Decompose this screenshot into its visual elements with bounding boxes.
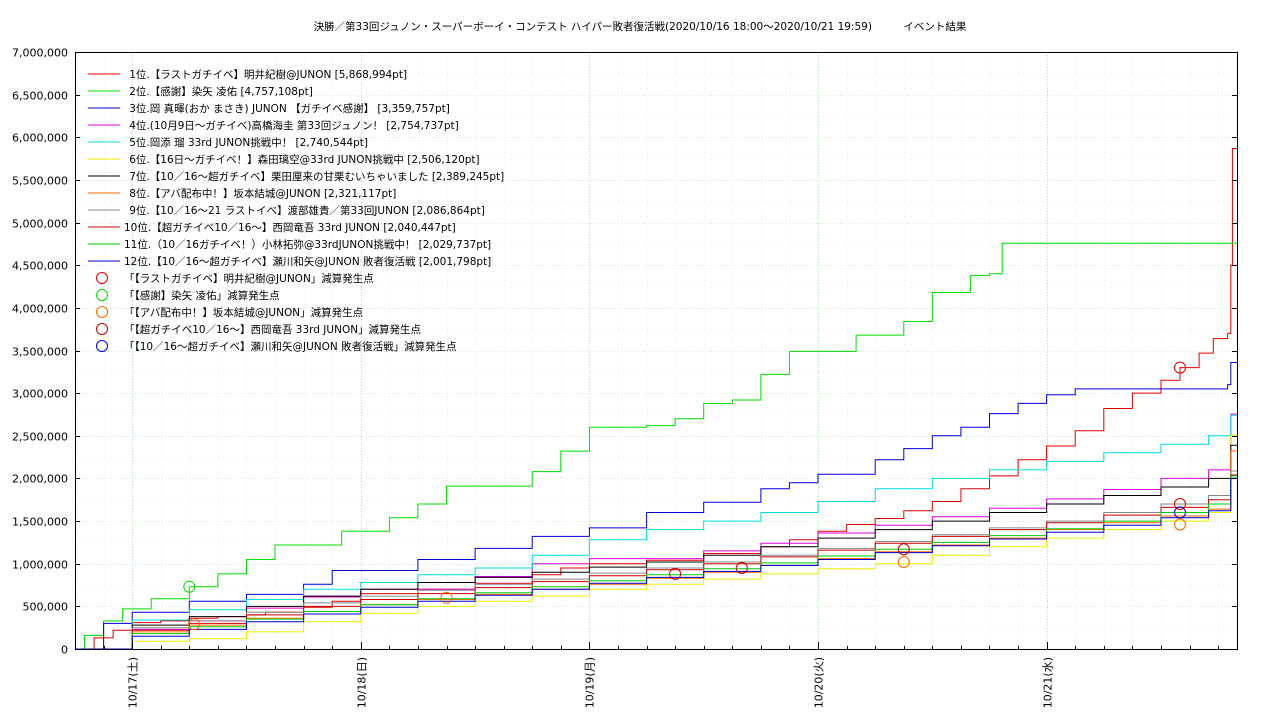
x-tick-label: 10/21(水) [1042, 657, 1055, 708]
y-tick-label: 4,500,000 [12, 260, 68, 273]
legend-label: 8位.【アバ配布中！】坂本結城@JUNON [2,321,117pt] [124, 187, 396, 200]
marker-layer [183, 361, 1186, 631]
y-tick-label: 500,000 [23, 601, 69, 614]
decrease-marker-2 [183, 580, 196, 593]
decrease-marker-4 [897, 543, 910, 556]
grid-lines [75, 52, 1237, 649]
legend-marker-label: 「【アバ配布中！】坂本結城@JUNON」減算発生点 [124, 306, 363, 319]
legend-label: 9位.【10／16〜21 ラストイベ】渡部雄貴／第33回JUNON [2,086… [124, 204, 485, 217]
y-tick-label: 5,500,000 [12, 175, 68, 188]
decrease-marker-3 [897, 556, 910, 568]
legend-marker-swatch [96, 272, 108, 284]
legend-label: 2位.【感謝】染矢 凌佑 [4,757,108pt] [124, 85, 313, 98]
legend-marker-swatch [96, 306, 108, 318]
legend-label: 12位.【10／16〜超ガチイベ】瀬川和矢@JUNON 敗者復活戦 [2,001… [124, 255, 491, 268]
chart-title: 決勝／第33回ジュノン・スーパーボーイ・コンテスト ハイパー敗者復活戦(2020… [313, 21, 967, 33]
legend-marker-swatch [96, 289, 108, 301]
legend-label: 11位.（10／16ガチイベ！）小林拓弥@33rdJUNON挑戦中！ [2,02… [124, 238, 491, 251]
legend-marker-swatch [96, 323, 108, 335]
legend-label: 10位.【超ガチイベ10／16〜】西岡竜吾 33rd JUNON [2,040,… [124, 221, 456, 234]
x-axis: 10/17(土) 10/18(日) 10/19(月) 10/20(火) 10/21(水) [75, 642, 1219, 708]
legend-label: 7位.【10／16〜超ガチイベ】栗田厘来の甘栗むいちゃいました [2,389,2… [124, 170, 504, 183]
legend-label: 4位.(10月9日〜ガチイベ)高橋海圭 第33回ジュノン！ [2,754,737… [124, 119, 459, 132]
legend-marker-label: 「【感謝】染矢 凌佑」減算発生点 [124, 289, 280, 302]
y-tick-label: 5,000,000 [12, 218, 68, 231]
legend-label: 3位.岡 真暉(おか まさき) JUNON 【ガチイベ感謝】 [3,359,75… [124, 102, 450, 115]
y-tick-label: 2,000,000 [12, 473, 68, 486]
y-tick-label: 6,500,000 [12, 90, 68, 103]
decrease-marker-1 [1174, 361, 1186, 374]
y-tick-label: 7,000,000 [12, 47, 68, 60]
y-tick-label: 6,000,000 [12, 132, 68, 145]
decrease-marker-3 [1174, 518, 1186, 531]
y-tick-label: 0 [61, 644, 68, 657]
decrease-marker-4 [1174, 498, 1186, 510]
y-tick-label: 1,000,000 [12, 559, 68, 572]
x-tick-label: 10/19(月) [584, 657, 597, 708]
decrease-marker-5 [1174, 506, 1186, 519]
series-line-4 [75, 413, 1237, 650]
legend-marker-label: 「【超ガチイベ10／16〜】西岡竜吾 33rd JUNON」減算発生点 [124, 323, 421, 336]
series-line-6 [75, 434, 1237, 650]
y-tick-label: 3,500,000 [12, 346, 68, 359]
legend-label: 5位.岡添 瑠 33rd JUNON挑戦中！ [2,740,544pt] [124, 136, 368, 149]
y-tick-label: 3,000,000 [12, 388, 68, 401]
series-line-2 [75, 242, 1237, 650]
legend-marker-swatch [96, 340, 108, 352]
y-tick-label: 2,500,000 [12, 431, 68, 444]
series-line-12 [75, 477, 1237, 650]
decrease-marker-3 [188, 618, 201, 631]
legend-marker-label: 「【ラストガチイベ】明井紀樹@JUNON」減算発生点 [124, 272, 374, 285]
decrease-marker-4 [735, 562, 748, 574]
series-layer [75, 148, 1237, 650]
legend-marker-label: 「【10／16〜超ガチイベ】瀬川和矢@JUNON 敗者復活戦」減算発生点 [124, 340, 457, 353]
y-tick-label: 4,000,000 [12, 303, 68, 316]
legend-label: 6位.【16日〜ガチイベ！】森田璃空@33rd JUNON挑戦中 [2,506,… [124, 153, 480, 166]
decrease-marker-3 [440, 591, 453, 604]
y-tick-label: 1,500,000 [12, 516, 68, 529]
legend: 1位.【ラストガチイベ】明井紀樹@JUNON [5,868,994pt] 2位.… [88, 68, 504, 353]
x-tick-label: 10/18(日) [356, 657, 369, 708]
x-tick-label: 10/17(土) [127, 657, 140, 708]
decrease-marker-4 [669, 567, 682, 580]
legend-label: 1位.【ラストガチイベ】明井紀樹@JUNON [5,868,994pt] [124, 68, 407, 81]
y-axis: 0 500,000 1,000,000 1,500,000 2,000,000 2,500… [12, 47, 1237, 657]
x-tick-label: 10/20(火) [813, 657, 826, 708]
series-line-3 [75, 362, 1237, 650]
